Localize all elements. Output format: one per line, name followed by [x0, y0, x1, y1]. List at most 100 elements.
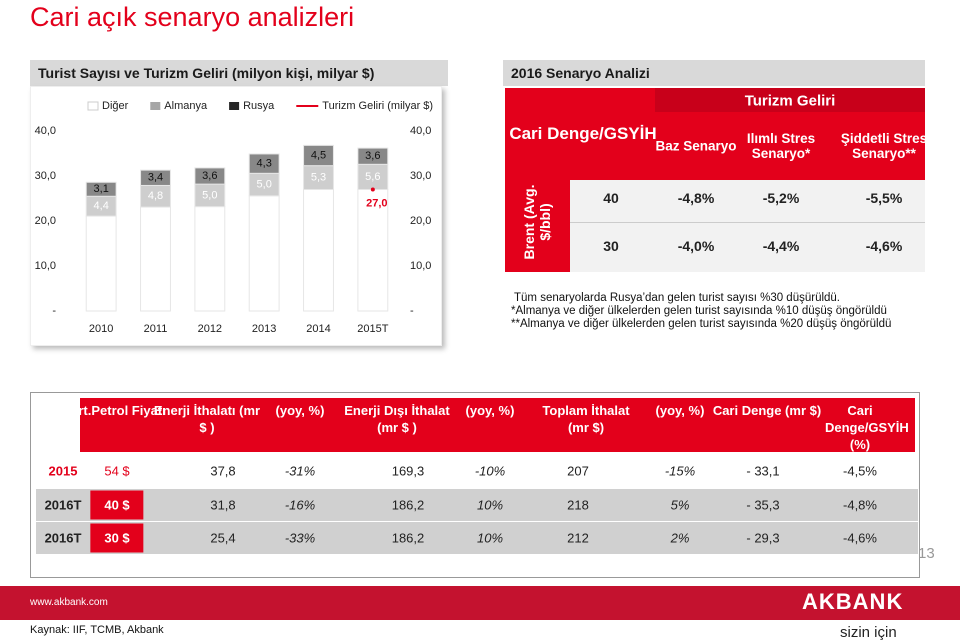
- data-label: 3,1: [94, 183, 109, 195]
- x-tick-label: 2014: [306, 323, 330, 335]
- column-header: Enerji Dışı İthalat (mr $ ): [344, 403, 450, 435]
- row-bg: [36, 489, 918, 521]
- table-frame: [30, 392, 920, 578]
- table-cell: 10%: [476, 497, 504, 512]
- y-tick-label: 10,0: [35, 260, 56, 272]
- table-cell: -10%: [474, 463, 506, 479]
- table-cell: -4,6%: [843, 530, 877, 546]
- y2-tick-label: 40,0: [410, 125, 431, 137]
- table-cell: 2016T: [44, 530, 82, 546]
- data-label: 3,6: [202, 170, 217, 182]
- table-cell: 212: [567, 530, 589, 546]
- data-label: 5,6: [365, 171, 380, 183]
- column-header: (yoy, %): [655, 403, 705, 418]
- table-cell: 5%: [670, 497, 690, 512]
- scenario-cell: -4,0%: [677, 238, 715, 254]
- data-label: 3,4: [148, 172, 163, 184]
- bar-segment: [194, 167, 226, 185]
- data-label: 4,8: [148, 190, 163, 202]
- y-tick-label: 20,0: [35, 215, 56, 227]
- x-tick-label: 2013: [252, 323, 276, 335]
- scenario-cell: -4,4%: [762, 238, 800, 254]
- note: *Almanya ve diğer ülkelerden gelen turis…: [511, 305, 887, 317]
- scenario-header: Turizm Geliri: [744, 92, 836, 110]
- legend-label: Almanya: [164, 100, 208, 112]
- bar-segment: [140, 169, 171, 186]
- note: **Almanya ve diğer ülkelerden gelen turi…: [511, 318, 892, 330]
- scenario-cell: -5,5%: [865, 190, 903, 206]
- table-cell: 25,4: [210, 530, 236, 546]
- bar-segment: [194, 206, 226, 312]
- legend-label: Diğer: [102, 100, 129, 112]
- table-cell: - 33,1: [746, 463, 780, 479]
- column-header: Cari Denge/GSYİH (%): [825, 403, 909, 452]
- legend-swatch: [229, 102, 240, 110]
- column-header: Enerji İthalatı (mr $ ): [153, 403, 261, 435]
- column-header: Ort.Petrol Fiyatı: [68, 403, 166, 418]
- scenario-corner: Cari Denge/GSYİH: [509, 124, 657, 143]
- column-header: Şiddetli Stres Senaryo**: [840, 131, 928, 161]
- note: Tüm senaryolarda Rusya’dan gelen turist …: [514, 292, 841, 304]
- column-header: (yoy, %): [465, 403, 515, 418]
- bar-segment: [140, 206, 171, 312]
- data-label: 4,3: [257, 158, 272, 170]
- scenario-header-band: [655, 88, 925, 112]
- chart-panel: [30, 86, 442, 346]
- bar-segment: [85, 215, 117, 312]
- table-cell: 30 $: [90, 523, 144, 553]
- legend-label: Turizm Geliri (milyar $): [322, 100, 433, 112]
- scenario-cell: 40: [603, 190, 619, 206]
- scenario-title: 2016 Senaryo Analizi: [503, 60, 925, 86]
- logo: AKBANK: [802, 589, 904, 614]
- y2-tick-label: 20,0: [410, 215, 431, 227]
- notes: Tüm senaryolarda Rusya’dan gelen turist …: [511, 292, 891, 331]
- table-cell: 207: [567, 463, 589, 479]
- bar-segment: [303, 144, 334, 167]
- scenario-table: Turizm Geliri Cari Denge/GSYİH Brent (Av…: [505, 88, 927, 272]
- slide-title: Cari açık senaryo analizleri: [30, 2, 355, 32]
- table-cell: 54 $: [104, 463, 130, 479]
- bar-segment: [357, 189, 389, 312]
- legend-swatch: [150, 102, 161, 110]
- table-header-bg: [80, 398, 915, 452]
- row-separator: [570, 222, 925, 223]
- y-tick-label: 40,0: [35, 125, 56, 137]
- line-marker: [370, 187, 375, 192]
- table-cell: 218: [567, 497, 589, 512]
- x-tick-label: 2010: [89, 323, 113, 335]
- column-header: Baz Senaryo: [655, 138, 737, 154]
- slogan: sizin için: [840, 624, 897, 641]
- bar-segment: [357, 147, 389, 165]
- data-label: 5,3: [311, 171, 326, 183]
- chart-panel-title: Turist Sayısı ve Turizm Geliri (milyon k…: [30, 60, 448, 86]
- table-cell: - 35,3: [746, 497, 780, 512]
- table-cell: -33%: [284, 530, 316, 546]
- scenario-cell: -4,8%: [677, 190, 715, 206]
- scenario-cell: -4,6%: [865, 238, 903, 254]
- scenario-cell: 30: [603, 238, 619, 254]
- y2-tick-label: 30,0: [410, 170, 431, 182]
- y2-tick-label: -: [410, 305, 414, 317]
- table-cell: - 29,3: [746, 530, 780, 546]
- data-label: 4,5: [311, 149, 326, 161]
- y-tick-label: -: [52, 305, 56, 317]
- data-label: 5,0: [202, 189, 217, 201]
- table: Ort.Petrol Fiyatı Enerji İthalatı (mr $ )…: [36, 398, 918, 554]
- table-cell: 37,8: [210, 463, 236, 479]
- x-tick-label: 2015T: [357, 323, 388, 335]
- table-cell: 2016T: [44, 497, 82, 512]
- column-header: Ilımlı Stres Senaryo*: [746, 131, 816, 161]
- legend-label: Rusya: [243, 100, 275, 112]
- source: Kaynak: IIF, TCMB, Akbank: [30, 624, 164, 636]
- table-cell: 10%: [476, 530, 504, 546]
- chart: - 10,0 20,0 30,0 40,0 - 10,0 20,0 30,0 40,0 Diğer A…: [35, 100, 434, 335]
- table-cell: -16%: [284, 497, 316, 512]
- y-tick-label: 30,0: [35, 170, 56, 182]
- table-cell: -15%: [664, 463, 696, 479]
- data-label: 27,0: [366, 197, 387, 209]
- legend-swatch: [87, 101, 99, 111]
- data-label: 4,4: [94, 200, 109, 212]
- table-cell: 2%: [670, 530, 690, 546]
- y2-tick-label: 10,0: [410, 260, 431, 272]
